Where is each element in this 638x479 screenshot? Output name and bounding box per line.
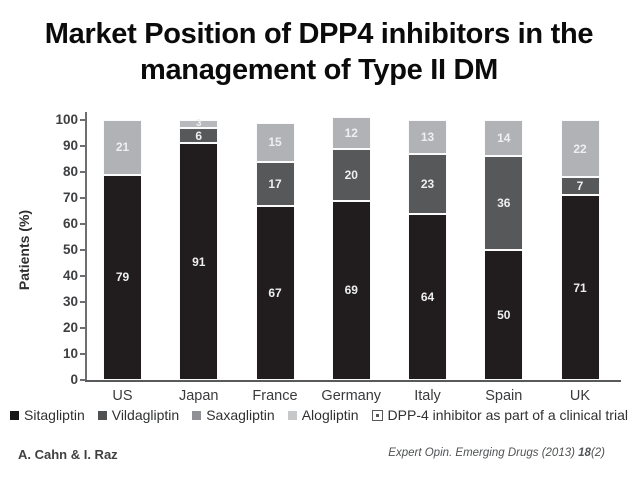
legend-item-dpp-4-inhibitor-as-part-of-a-clinical-trial: DPP-4 inhibitor as part of a clinical tr…	[371, 407, 628, 423]
bar-segment-us-sitagliptin	[103, 174, 142, 380]
citation-year: (2013)	[538, 447, 579, 459]
y-tick-label-20: 20	[62, 320, 78, 335]
bar-segment-japan-vildagliptin	[179, 127, 219, 144]
bar-value-italy-saxagliptin: 13	[420, 129, 435, 144]
bar-value-france-vildagliptin: 17	[268, 176, 282, 191]
y-tick-mark-30	[80, 301, 85, 303]
y-tick-label-0: 0	[70, 372, 78, 387]
legend-item-vildagliptin: Vildagliptin	[97, 407, 180, 423]
citation-issue: (2)	[590, 447, 605, 459]
bar-value-uk-vildagliptin: 7	[576, 179, 584, 194]
slide-title-line2: management of Type II DM	[139, 54, 499, 86]
bar-segment-france-sitagliptin	[255, 205, 295, 380]
bar-value-germany-vildagliptin: 20	[344, 167, 358, 182]
bar-value-us-saxagliptin: 21	[115, 140, 130, 155]
bar-segment-germany-sitagliptin	[331, 200, 371, 380]
bar-value-spain-saxagliptin: 14	[497, 131, 511, 146]
y-tick-mark-20	[80, 327, 85, 329]
x-category-label-us: US	[112, 388, 133, 404]
citation-journal: Expert Opin. Emerging Drugs	[388, 447, 539, 459]
legend-item-saxagliptin: Saxagliptin	[192, 407, 275, 423]
x-category-label-italy: Italy	[414, 388, 441, 404]
x-category-label-france: France	[252, 388, 298, 404]
bar-value-japan-vildagliptin: 6	[195, 128, 203, 143]
y-tick-label-90: 90	[62, 138, 78, 153]
y-tick-mark-100	[80, 119, 85, 121]
y-tick-label-100: 100	[55, 112, 78, 127]
bar-segment-spain-saxagliptin	[484, 120, 524, 157]
legend-label-alogliptin: Alogliptin	[301, 407, 359, 423]
bar-segment-japan-sitagliptin	[179, 143, 219, 380]
y-tick-mark-60	[80, 223, 85, 225]
legend-label-dpp-4-inhibitor-as-part-of-a-clinical-trial: DPP-4 inhibitor as part of a clinical tr…	[387, 407, 628, 423]
legend-swatch-outlined-dot-icon	[371, 409, 383, 421]
bar-segment-germany-vildagliptin	[331, 148, 371, 201]
bar-segment-france-vildagliptin	[255, 161, 295, 206]
legend-swatch-vildagliptin-icon	[97, 410, 107, 420]
bar-value-spain-sitagliptin: 50	[497, 308, 511, 322]
bar-segment-spain-sitagliptin	[484, 250, 524, 380]
y-tick-mark-80	[80, 171, 85, 173]
legend-label-sitagliptin: Sitagliptin	[24, 407, 85, 423]
chart-legend: Sitagliptin Vildagliptin Saxagliptin Alogli…	[0, 407, 638, 423]
bar-value-germany-sitagliptin: 69	[344, 283, 358, 298]
bar-value-spain-vildagliptin: 36	[497, 196, 511, 211]
legend-label-saxagliptin: Saxagliptin	[206, 407, 275, 423]
x-category-label-germany: Germany	[321, 388, 382, 404]
bar-value-italy-vildagliptin: 23	[420, 176, 435, 191]
bar-segment-spain-vildagliptin	[484, 156, 524, 250]
bar-value-france-sitagliptin: 67	[268, 285, 282, 300]
y-tick-mark-90	[80, 145, 85, 147]
legend-label-vildagliptin: Vildagliptin	[111, 407, 180, 423]
x-category-label-japan: Japan	[178, 388, 219, 404]
bar-value-us-sitagliptin: 79	[115, 270, 130, 285]
bar-segment-japan-alogliptin	[179, 120, 219, 128]
legend-item-alogliptin: Alogliptin	[287, 407, 359, 423]
legend-swatch-sitagliptin-icon	[10, 410, 20, 420]
y-tick-mark-70	[80, 197, 85, 199]
bar-segment-france-saxagliptin	[255, 122, 295, 162]
bar-value-france-saxagliptin: 15	[268, 135, 282, 150]
y-tick-label-40: 40	[62, 268, 78, 283]
y-tick-mark-50	[80, 249, 85, 251]
y-tick-mark-0	[80, 379, 85, 381]
legend-swatch-saxagliptin-icon	[192, 410, 202, 420]
y-tick-mark-10	[80, 353, 85, 355]
bar-segment-uk-saxagliptin	[560, 120, 600, 178]
slide-title: Market Position of DPP4 inhibitors in th…	[0, 0, 638, 88]
citation-volume: 18	[578, 447, 591, 459]
bar-value-uk-saxagliptin: 22	[573, 141, 587, 156]
y-tick-label-50: 50	[62, 242, 78, 257]
bar-segment-italy-vildagliptin	[408, 153, 447, 214]
y-tick-label-60: 60	[62, 216, 78, 231]
bar-segment-italy-sitagliptin	[408, 213, 447, 380]
x-axis-line	[85, 380, 621, 382]
bar-segment-uk-sitagliptin	[560, 195, 600, 380]
slide-title-line1: Market Position of DPP4 inhibitors in th…	[44, 18, 594, 50]
y-tick-label-70: 70	[62, 190, 78, 205]
x-category-label-uk: UK	[569, 388, 591, 404]
y-tick-label-30: 30	[62, 294, 78, 309]
legend-swatch-alogliptin-icon	[287, 410, 297, 420]
bar-segment-us-saxagliptin	[103, 120, 142, 175]
bar-value-japan-alogliptin: 3	[195, 117, 202, 129]
bar-value-italy-sitagliptin: 64	[420, 289, 435, 304]
bar-segment-germany-saxagliptin	[331, 117, 371, 149]
y-axis-label: Patients (%)	[16, 209, 32, 291]
bar-value-japan-sitagliptin: 91	[192, 254, 206, 269]
footer-citation: Expert Opin. Emerging Drugs (2013) 18(2)	[388, 447, 605, 459]
bar-segment-uk-vildagliptin	[560, 177, 600, 196]
y-tick-label-10: 10	[62, 346, 78, 361]
bar-value-uk-sitagliptin: 71	[573, 280, 587, 295]
legend-item-sitagliptin: Sitagliptin	[10, 407, 85, 423]
y-tick-label-80: 80	[62, 164, 78, 179]
x-category-label-spain: Spain	[485, 388, 523, 404]
bar-segment-italy-saxagliptin	[408, 120, 447, 154]
y-axis-line	[85, 112, 87, 382]
footer-authors: A. Cahn & I. Raz	[18, 447, 118, 462]
y-tick-mark-40	[80, 275, 85, 277]
bar-value-germany-saxagliptin: 12	[344, 126, 358, 140]
